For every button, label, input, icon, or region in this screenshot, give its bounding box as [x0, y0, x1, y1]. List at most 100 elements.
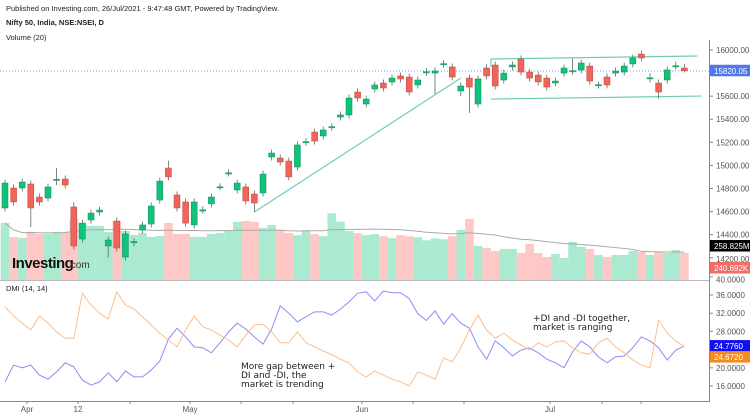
candle [388, 74, 396, 86]
candle [655, 79, 662, 99]
candle [199, 206, 207, 214]
candle [560, 64, 568, 77]
volume-last-badge-bg [710, 240, 750, 252]
candle-body [612, 70, 619, 74]
volume-bar [172, 233, 182, 280]
candle [182, 198, 189, 227]
candle-body [96, 209, 103, 213]
candle [79, 219, 86, 243]
volume-bar [422, 240, 431, 280]
candle-body [448, 66, 456, 78]
volume-bar [396, 235, 405, 280]
candle [139, 221, 146, 234]
candle-body [285, 160, 293, 178]
candle [10, 184, 17, 206]
candle [113, 217, 121, 252]
volume-bar [576, 246, 586, 280]
price-tick-label: 14400.00 [716, 231, 750, 240]
volume-bar [336, 221, 345, 280]
candle-body [208, 196, 215, 205]
candle-body [466, 77, 473, 88]
volume-indicator-label[interactable]: Volume (20) [6, 33, 47, 42]
candle-body [44, 186, 52, 199]
volume-bar [439, 239, 448, 280]
candle-body [500, 72, 508, 81]
candle-body [1, 182, 9, 209]
volume-bar [267, 224, 276, 280]
candle [517, 55, 525, 76]
volume-bar [619, 254, 629, 280]
volume-bar [430, 238, 440, 280]
candle-body [328, 126, 336, 129]
candle-body [474, 78, 482, 105]
candle [448, 63, 456, 81]
time-tick-label: May [182, 405, 197, 414]
volume-bar [155, 235, 165, 280]
candle [569, 58, 576, 75]
candle [397, 72, 404, 83]
candle [362, 95, 370, 108]
time-tick-label: Apr [21, 405, 34, 414]
minus-di-badge-bg [710, 351, 750, 363]
candle-body [577, 62, 585, 71]
drawings[interactable] [254, 55, 702, 213]
price-tick-label: 15000.00 [716, 161, 750, 170]
candle [526, 68, 533, 82]
candle-body [526, 71, 533, 79]
volume-bar [146, 236, 156, 280]
volume-bar [0, 222, 10, 280]
candle-body [225, 172, 232, 175]
dmi-tick-label: 36.0000 [716, 291, 745, 300]
dmi-indicator-label[interactable]: DMI (14, 14) [6, 284, 48, 293]
volume-bar [671, 249, 681, 280]
volume-bar [86, 225, 96, 280]
candle [268, 149, 275, 161]
volume-bar [250, 221, 259, 280]
volume-bar [327, 213, 337, 280]
volume-bar [482, 247, 491, 280]
candle-body [414, 79, 422, 86]
candle-body [483, 67, 490, 77]
annotation-trending: More gap between + DI and -DI, the marke… [241, 362, 335, 390]
price-tick-label: 15200.00 [716, 138, 750, 147]
volume-bar [60, 231, 70, 280]
volume-bar [662, 252, 672, 280]
candle [681, 63, 688, 73]
volume-bar [465, 218, 474, 280]
candle-body [543, 77, 551, 88]
candle [225, 169, 232, 177]
volume-bar [654, 251, 663, 280]
last-price-badge-bg [710, 64, 750, 77]
dmi-tick-label: 28.0000 [716, 327, 745, 336]
candle [612, 67, 619, 77]
candle [36, 193, 43, 206]
volume-bar [129, 234, 139, 280]
annotation-ranging: +DI and -DI together, market is ranging [533, 314, 630, 333]
candle [500, 69, 508, 84]
volume-bar [602, 256, 612, 280]
logo-brand: Investing [12, 255, 74, 272]
volume-bar [215, 232, 225, 280]
candle [27, 180, 35, 228]
candle [466, 74, 473, 114]
volume-bar [78, 222, 87, 280]
candle [483, 64, 490, 80]
volume-bar [293, 235, 302, 280]
candle [603, 73, 611, 89]
candle [319, 126, 327, 140]
candle [216, 183, 224, 191]
axis-labels: 16000.00 15600.00 15400.00 15200.00 15000.00… [21, 46, 750, 414]
candle [371, 81, 379, 93]
volume-bar [275, 229, 285, 280]
candle-body [457, 85, 465, 92]
volume-ma-badge: 240.692K [714, 264, 749, 273]
candle [156, 177, 164, 204]
price-tick-label: 14600.00 [716, 208, 750, 217]
candle [173, 191, 181, 212]
candle [672, 61, 680, 70]
candle-body [36, 196, 43, 203]
candle-body [646, 77, 654, 80]
annotation-ranging-line2: market is ranging [533, 323, 612, 333]
volume-bar [370, 234, 380, 280]
